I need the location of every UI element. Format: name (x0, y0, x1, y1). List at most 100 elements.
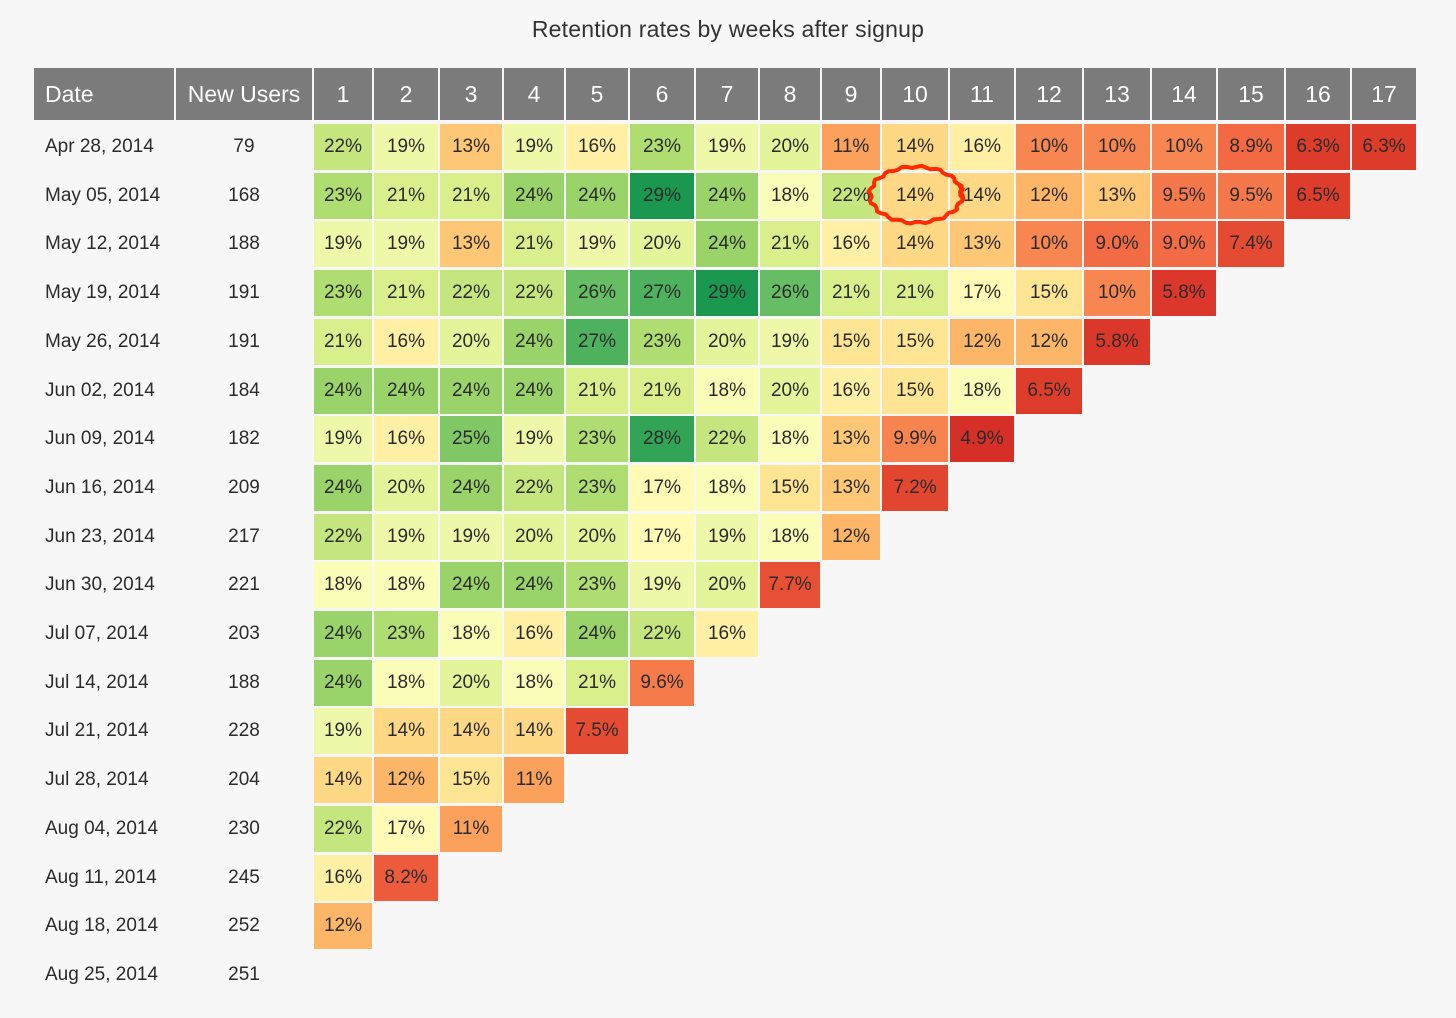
retention-cell: 20% (760, 367, 820, 414)
retention-cell: 11% (440, 805, 502, 852)
retention-cell: 14% (314, 757, 372, 804)
retention-cell: 18% (696, 464, 758, 511)
header-week-15: 15 (1218, 68, 1284, 120)
retention-cell: 27% (630, 270, 694, 317)
row-date: Jun 16, 2014 (45, 476, 155, 498)
retention-cell: 23% (566, 464, 628, 511)
retention-cell: 26% (760, 270, 820, 317)
retention-cell: 22% (630, 611, 694, 657)
retention-cell: 22% (314, 513, 372, 560)
row-new-users: 204 (228, 769, 260, 791)
header-new-users: New Users (176, 68, 312, 120)
row-new-users: 230 (228, 817, 260, 839)
retention-cell: 13% (950, 221, 1014, 268)
header-week-17: 17 (1352, 68, 1416, 120)
row-date: Jul 21, 2014 (45, 720, 149, 742)
retention-cell: 9.6% (630, 659, 694, 706)
retention-cell: 24% (504, 172, 564, 219)
retention-cell: 24% (440, 464, 502, 511)
retention-cell: 23% (566, 562, 628, 609)
retention-cell: 15% (760, 464, 820, 511)
retention-cell: 24% (696, 172, 758, 219)
retention-cell: 22% (696, 416, 758, 463)
header-week-1: 1 (314, 68, 372, 120)
header-week-14: 14 (1152, 68, 1216, 120)
retention-cell: 19% (760, 318, 820, 365)
retention-cell: 21% (566, 659, 628, 706)
retention-cell: 15% (882, 367, 948, 414)
row-new-users: 168 (228, 184, 260, 206)
retention-cell: 16% (950, 124, 1014, 170)
retention-cell: 19% (630, 562, 694, 609)
retention-cell: 22% (822, 172, 880, 219)
retention-cell: 13% (822, 464, 880, 511)
retention-cell: 21% (374, 270, 438, 317)
row-date: Jun 09, 2014 (45, 428, 155, 450)
retention-cell: 19% (374, 124, 438, 170)
retention-cell: 13% (822, 416, 880, 463)
retention-cell: 21% (882, 270, 948, 317)
row-date: Aug 18, 2014 (45, 915, 159, 937)
retention-cell: 5.8% (1152, 270, 1216, 317)
retention-cell: 24% (566, 611, 628, 657)
retention-cell: 28% (630, 416, 694, 463)
retention-cell: 7.7% (760, 562, 820, 609)
row-new-users: 188 (228, 671, 260, 693)
retention-cell: 24% (504, 367, 564, 414)
row-new-users: 79 (233, 136, 255, 157)
retention-cell: 23% (314, 270, 372, 317)
retention-cell: 15% (882, 318, 948, 365)
retention-cell: 19% (696, 124, 758, 170)
retention-cell: 7.5% (566, 708, 628, 755)
retention-cell: 10% (1152, 124, 1216, 170)
retention-cell: 24% (566, 172, 628, 219)
header-week-2: 2 (374, 68, 438, 120)
retention-cell: 20% (504, 513, 564, 560)
retention-cell: 22% (314, 124, 372, 170)
retention-cell: 14% (440, 708, 502, 755)
header-week-6: 6 (630, 68, 694, 120)
retention-cell: 13% (440, 124, 502, 170)
retention-cell: 24% (504, 318, 564, 365)
retention-cell: 18% (440, 611, 502, 657)
row-new-users: 221 (228, 574, 260, 596)
retention-cell: 14% (882, 172, 948, 219)
row-date: Jul 28, 2014 (45, 769, 149, 791)
header-week-5: 5 (566, 68, 628, 120)
retention-cell: 29% (630, 172, 694, 219)
retention-cell: 19% (374, 221, 438, 268)
retention-cell: 24% (314, 367, 372, 414)
row-new-users: 184 (228, 379, 260, 401)
row-date: Apr 28, 2014 (45, 136, 154, 157)
retention-cell: 5.8% (1084, 318, 1150, 365)
row-date: Jun 30, 2014 (45, 574, 155, 596)
retention-cell: 24% (440, 562, 502, 609)
retention-cell: 23% (374, 611, 438, 657)
header-week-16: 16 (1286, 68, 1350, 120)
row-date: May 12, 2014 (45, 233, 161, 255)
retention-cell: 16% (566, 124, 628, 170)
row-date: Aug 25, 2014 (45, 963, 159, 985)
retention-cell: 24% (314, 659, 372, 706)
retention-cell: 6.5% (1286, 172, 1350, 219)
retention-cell: 24% (314, 611, 372, 657)
retention-cell: 18% (760, 416, 820, 463)
retention-cell: 24% (440, 367, 502, 414)
retention-cell: 9.0% (1084, 221, 1150, 268)
retention-cell: 16% (314, 854, 372, 901)
retention-cell: 6.3% (1286, 124, 1350, 170)
retention-cell: 9.9% (882, 416, 948, 463)
row-date: Aug 11, 2014 (45, 866, 157, 888)
retention-cell: 21% (440, 172, 502, 219)
retention-cell: 17% (374, 805, 438, 852)
retention-cell: 14% (882, 221, 948, 268)
retention-cell: 24% (314, 464, 372, 511)
row-date: Jun 23, 2014 (45, 525, 155, 547)
retention-cell: 20% (440, 659, 502, 706)
retention-cell: 18% (950, 367, 1014, 414)
row-date: Aug 04, 2014 (45, 817, 159, 839)
retention-cell: 21% (630, 367, 694, 414)
row-new-users: 217 (228, 525, 260, 547)
row-date: Jul 07, 2014 (45, 623, 149, 644)
retention-cell: 4.9% (950, 416, 1014, 463)
